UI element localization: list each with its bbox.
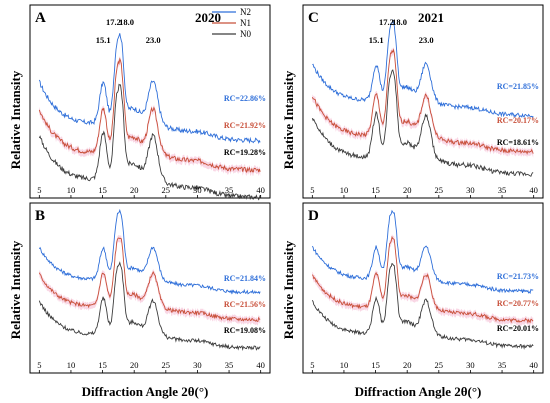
- rc-label-n0: RC=19.08%: [224, 326, 266, 335]
- peak-label: 17.2: [379, 17, 394, 27]
- x-tick-label: 15: [98, 185, 107, 195]
- series-line-n0: [38, 83, 261, 201]
- x-tick-label: 25: [162, 185, 171, 195]
- panel-frame: [302, 4, 544, 199]
- x-axis-title-right: Diffraction Angle 2θ(°): [355, 384, 482, 399]
- series-line-n1: [38, 237, 261, 322]
- panel-letter: B: [35, 208, 45, 224]
- rc-label-n1: RC=21.56%: [224, 300, 266, 309]
- y-axis-title-left: Relative Intansity: [8, 70, 23, 169]
- peak-label: 17.2: [106, 17, 121, 27]
- x-tick-label: 30: [193, 185, 202, 195]
- series-line-n2: [38, 33, 261, 145]
- x-tick-label: 10: [67, 185, 76, 195]
- legend-label-n1: N1: [240, 18, 251, 28]
- peak-label: 15.1: [96, 35, 111, 45]
- x-tick-label: 15: [371, 185, 380, 195]
- panel-frame: [29, 4, 271, 199]
- x-tick-label: 40: [256, 185, 265, 195]
- x-tick-label: 40: [529, 360, 538, 370]
- panel-frame: [302, 202, 544, 374]
- rc-label-n2: RC=21.85%: [497, 82, 539, 91]
- rc-label-n1: RC=20.77%: [497, 299, 539, 308]
- peak-label: 18.0: [392, 17, 407, 27]
- rc-label-n2: RC=21.73%: [497, 272, 539, 281]
- x-tick-label: 30: [193, 360, 202, 370]
- chart-panels: RC=22.86% RC=21.92% RC=19.28% 5 10 15 20 25 30 35…: [29, 4, 544, 374]
- rc-label-n0: RC=20.01%: [497, 324, 539, 333]
- x-tick-label: 35: [225, 185, 234, 195]
- x-tick-label: 35: [498, 360, 507, 370]
- y-axis-title-left-lower: Relative Intansity: [8, 240, 23, 339]
- x-tick-label: 30: [466, 185, 475, 195]
- x-tick-label: 20: [130, 360, 139, 370]
- x-tick-label: 25: [162, 360, 171, 370]
- series-line-n2: [38, 208, 261, 295]
- series-line-n2: [312, 19, 534, 118]
- panel-c: RC=21.85% RC=20.17% RC=18.61% 5 10 15 20 25 30 35…: [302, 4, 544, 199]
- x-axis-title-left: Diffraction Angle 2θ(°): [82, 384, 209, 399]
- series-line-n1: [38, 57, 261, 174]
- series-line-n1: [311, 48, 534, 155]
- x-tick-label: 35: [498, 185, 507, 195]
- rc-label-n0: RC=18.61%: [497, 138, 539, 147]
- y-axis-title-right-lower: Relative Intansity: [281, 240, 296, 339]
- panel-letter: C: [308, 10, 319, 26]
- x-tick-label: 15: [371, 360, 380, 370]
- x-tick-label: 30: [466, 360, 475, 370]
- rc-label-n2: RC=22.86%: [224, 94, 266, 103]
- x-tick-label: 25: [435, 360, 444, 370]
- n1-band: [312, 46, 534, 158]
- x-tick-label: 15: [98, 360, 107, 370]
- peak-label: 23.0: [146, 35, 161, 45]
- rc-label-n2: RC=21.84%: [224, 274, 266, 283]
- x-tick-label: 20: [403, 360, 412, 370]
- rc-label-n0: RC=19.28%: [224, 148, 266, 157]
- x-tick-label: 35: [225, 360, 234, 370]
- x-tick-label: 5: [310, 360, 314, 370]
- x-tick-label: 10: [340, 360, 349, 370]
- rc-label-n1: RC=21.92%: [224, 121, 266, 130]
- peak-label: 18.0: [119, 17, 134, 27]
- x-tick-label: 20: [130, 185, 139, 195]
- x-tick-label: 10: [67, 360, 76, 370]
- series-line-n1: [311, 235, 534, 324]
- panel-d: RC=21.73% RC=20.77% RC=20.01% 5 10 15 20 25 30 35…: [302, 202, 544, 374]
- x-tick-label: 40: [256, 360, 265, 370]
- peak-label: 15.1: [369, 35, 384, 45]
- panel-frame: [29, 202, 271, 374]
- x-tick-label: 5: [310, 185, 314, 195]
- x-tick-label: 25: [435, 185, 444, 195]
- panel-year: 2020: [195, 10, 221, 25]
- legend-label-n2: N2: [240, 7, 251, 17]
- legend-label-n0: N0: [240, 29, 251, 39]
- x-tick-label: 20: [403, 185, 412, 195]
- series-line-n0: [38, 261, 261, 352]
- series-line-n2: [311, 209, 534, 295]
- rc-label-n1: RC=20.17%: [497, 116, 539, 125]
- panel-letter: D: [308, 208, 319, 224]
- peak-label: 23.0: [419, 35, 434, 45]
- panel-a: RC=22.86% RC=21.92% RC=19.28% 5 10 15 20 25 30 35…: [29, 4, 271, 201]
- x-tick-label: 5: [37, 185, 41, 195]
- series-line-n0: [311, 262, 534, 350]
- panel-year: 2021: [418, 10, 444, 25]
- y-axis-title-right: Relative Intansity: [281, 70, 296, 169]
- series-line-n0: [311, 69, 534, 177]
- panel-letter: A: [35, 10, 46, 26]
- x-tick-label: 5: [37, 360, 41, 370]
- panel-b: RC=21.84% RC=21.56% RC=19.08% 5 10 15 20 25 30 35…: [29, 202, 271, 374]
- x-tick-label: 10: [340, 185, 349, 195]
- x-tick-label: 40: [529, 185, 538, 195]
